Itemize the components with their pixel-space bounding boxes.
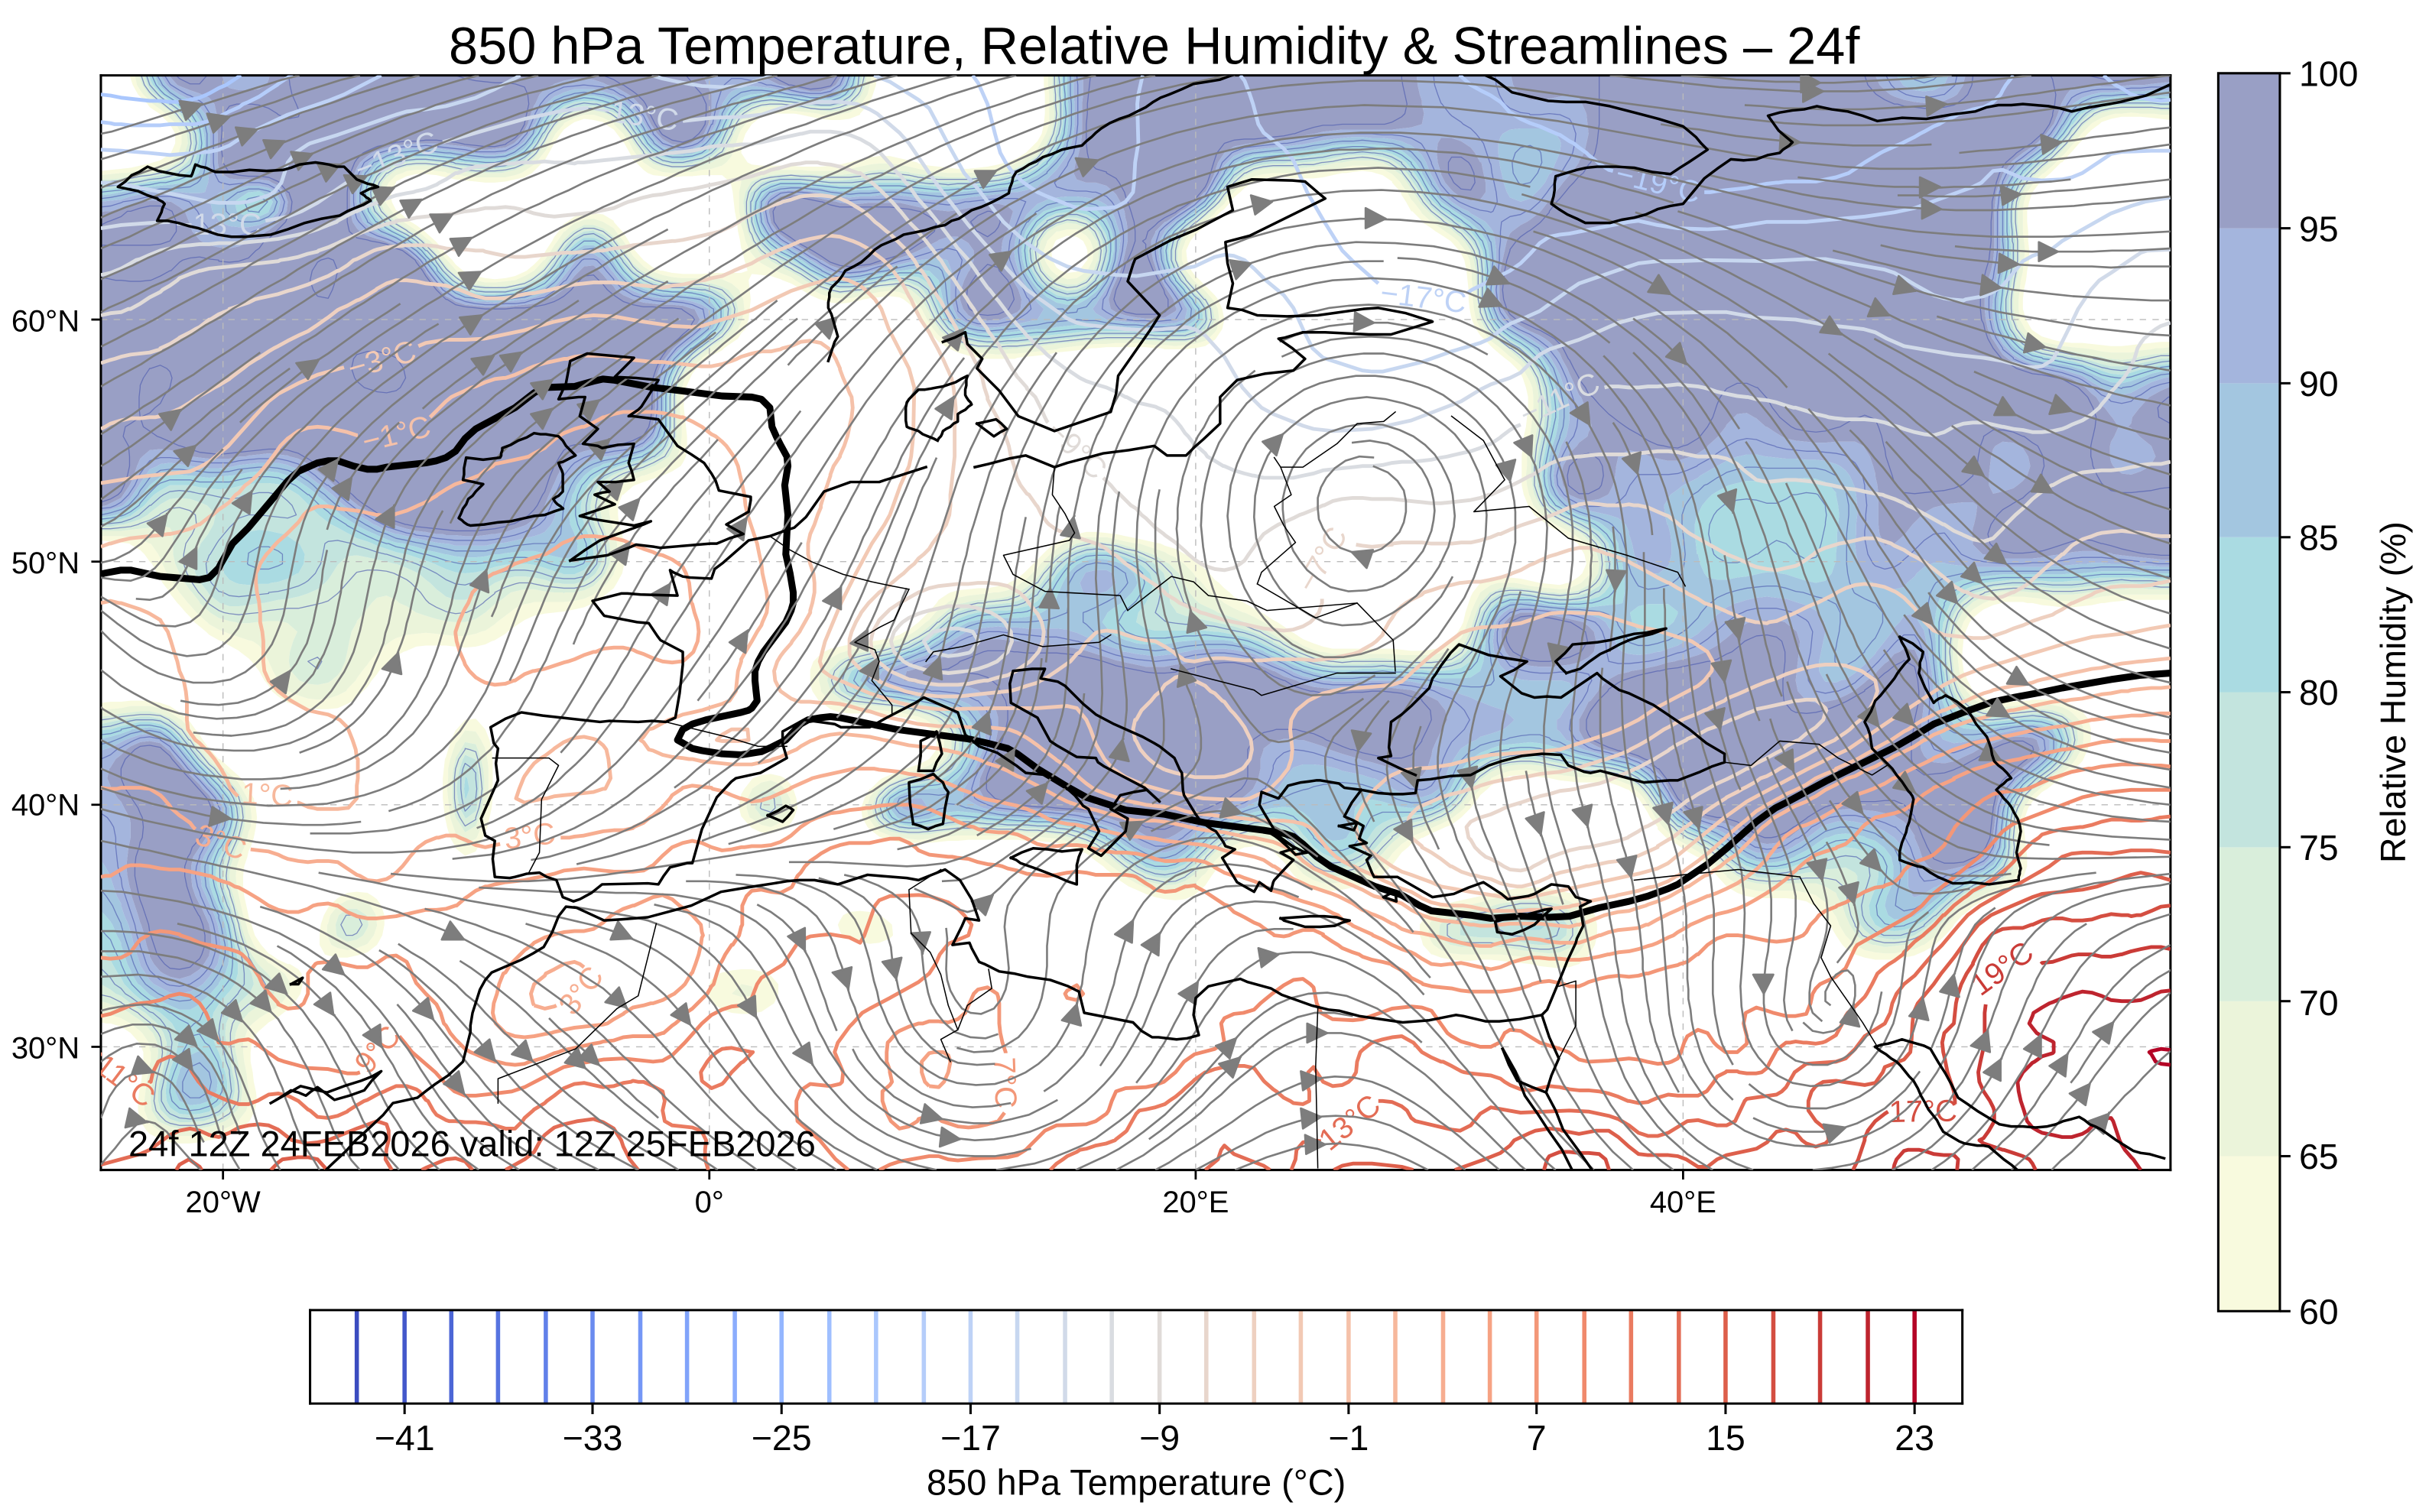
svg-text:100: 100 [2299,54,2359,93]
svg-text:−25: −25 [752,1418,812,1458]
svg-text:−9: −9 [1139,1418,1180,1458]
svg-text:23: 23 [1895,1418,1934,1458]
svg-text:7: 7 [1527,1418,1547,1458]
svg-text:40°N: 40°N [11,789,80,823]
svg-text:850 hPa Temperature, Relative: 850 hPa Temperature, Relative Humidity &… [449,16,1860,75]
svg-text:75: 75 [2299,828,2339,868]
svg-text:24f 12Z 24FEB2026 valid: 12Z 2: 24f 12Z 24FEB2026 valid: 12Z 25FEB2026 [128,1124,816,1164]
svg-text:7°C: 7°C [987,1056,1022,1109]
svg-text:70: 70 [2299,983,2339,1023]
svg-text:20°E: 20°E [1162,1186,1229,1219]
svg-text:60: 60 [2299,1292,2339,1332]
svg-text:Relative Humidity (%): Relative Humidity (%) [2373,521,2413,863]
svg-text:1°C: 1°C [241,777,294,813]
svg-text:90: 90 [2299,364,2339,404]
svg-text:60°N: 60°N [11,304,80,338]
svg-text:30°N: 30°N [11,1032,80,1066]
svg-text:85: 85 [2299,518,2339,557]
svg-text:−17: −17 [940,1418,1001,1458]
svg-text:80: 80 [2299,673,2339,712]
svg-text:20°W: 20°W [186,1186,261,1219]
svg-text:15: 15 [1706,1418,1745,1458]
svg-text:850 hPa Temperature (°C): 850 hPa Temperature (°C) [927,1462,1346,1503]
svg-text:−33: −33 [563,1418,623,1458]
svg-text:50°N: 50°N [11,547,80,580]
svg-text:0°: 0° [695,1186,724,1219]
svg-text:65: 65 [2299,1137,2339,1176]
svg-text:−41: −41 [375,1418,435,1458]
svg-text:95: 95 [2299,209,2339,248]
svg-text:−1: −1 [1328,1418,1369,1458]
svg-text:40°E: 40°E [1650,1186,1716,1219]
